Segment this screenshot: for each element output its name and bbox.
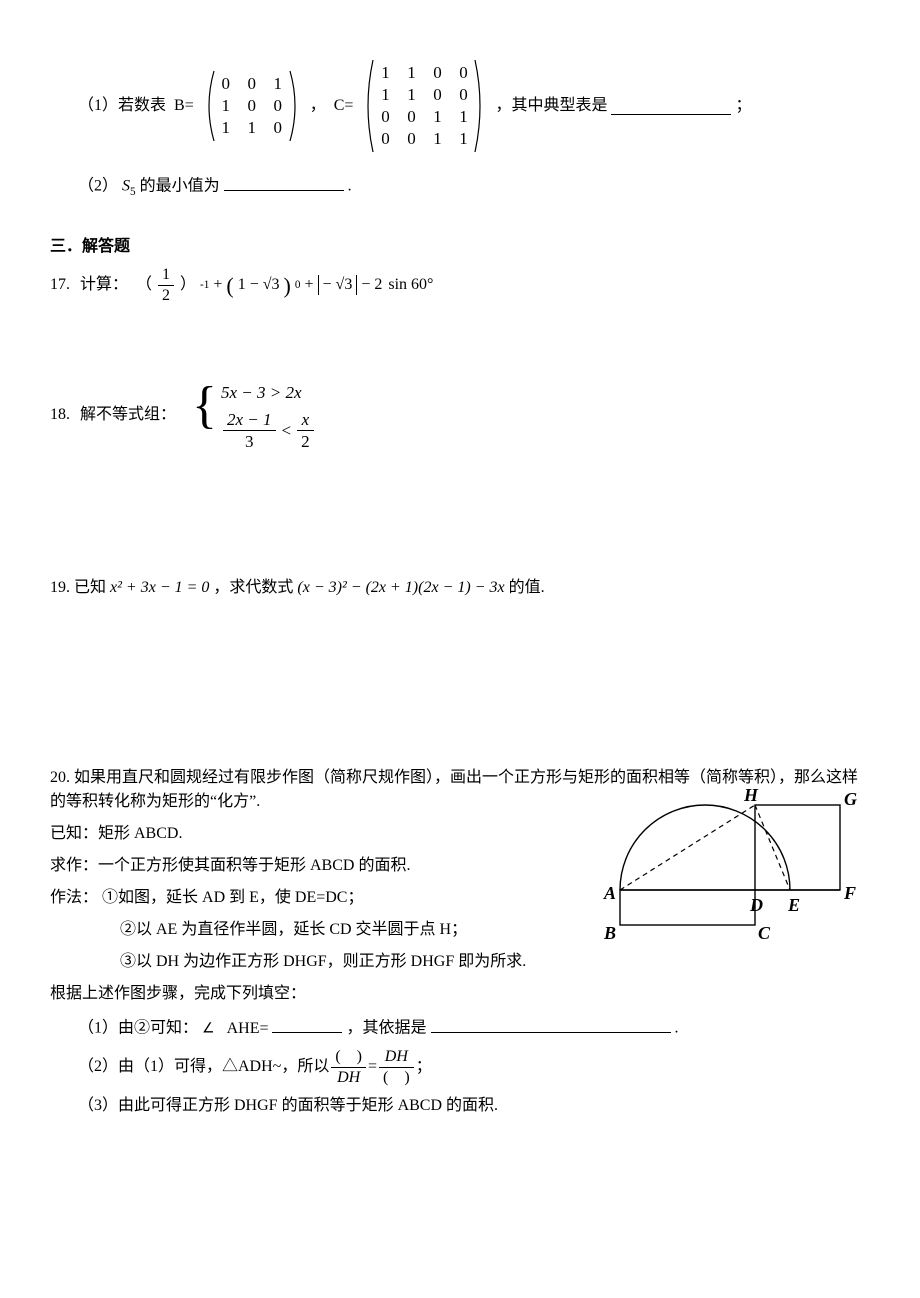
matrix-cell: 0: [379, 126, 391, 152]
fig-label-A: A: [604, 880, 616, 907]
left-brace-icon: {: [192, 380, 217, 451]
q20-m1: ①如图，延长 AD 到 E，使 DE=DC；: [102, 889, 363, 906]
q17-num: 17.: [50, 276, 70, 293]
q17-two: 2: [374, 273, 382, 297]
fig-label-D: D: [750, 892, 763, 919]
q17-expr: （ 1 2 ）-1 + ( 1 − √3 )0 + − √3 − 2 sin 6…: [136, 267, 433, 304]
q17-frac-half: 1 2: [158, 267, 174, 304]
q17-stem: 计算：: [80, 276, 128, 293]
q18-system: { 5x − 3 > 2x 2x − 1 3 < x 2: [192, 380, 316, 451]
q16-part2-tail: .: [348, 178, 352, 195]
matrix-cell: 0: [405, 126, 417, 152]
q16-C-label: C=: [334, 94, 354, 118]
q16-part1-blank[interactable]: [611, 97, 731, 116]
q20-m3: ③以 DH 为边作正方形 DHGF，则正方形 DHGF 即为所求.: [50, 950, 870, 974]
matrix-B: 001100110: [202, 69, 302, 143]
fig-label-F: F: [844, 880, 856, 907]
q20-block: 20. 如果用直尺和圆规经过有限步作图（简称尺规作图），画出一个正方形与矩形的面…: [50, 766, 870, 1118]
q17-lp: （: [136, 273, 152, 297]
q20-method-label: 作法：: [50, 889, 98, 906]
q17-sqrt3-a: √3: [263, 273, 280, 297]
q19-stem-a: 已知: [74, 579, 110, 596]
q16-part2-blank[interactable]: [224, 172, 344, 191]
q16-part1: （1）若数表 B= 001100110 ， C= 110011000011001…: [50, 58, 870, 154]
q17-sin60: sin 60°: [388, 273, 433, 297]
q20-figure: A B C D E F G H: [610, 780, 870, 950]
matrix-cell: 1: [431, 126, 443, 152]
q19-expr: (x − 3)² − (2x + 1)(2x − 1) − 3x: [297, 579, 504, 596]
q18: 18. 解不等式组： { 5x − 3 > 2x 2x − 1 3 < x 2: [50, 380, 870, 451]
matrix-cell: 1: [220, 115, 232, 141]
q17: 17. 计算： （ 1 2 ）-1 + ( 1 − √3 )0 + − √3 −…: [50, 267, 870, 304]
q19: 19. 已知 x² + 3x − 1 = 0 ，求代数式 (x − 3)² − …: [50, 576, 870, 600]
q17-plus1: +: [213, 273, 222, 297]
fig-label-H: H: [744, 782, 758, 809]
q16-part1-tail-a: ，其中典型表是: [495, 94, 607, 118]
q16-part1-tail-b: ；: [735, 94, 751, 118]
q18-stem: 解不等式组：: [80, 406, 176, 423]
fig-label-B: B: [604, 920, 616, 947]
q20-p2: （2）由（1）可得，△ADH~ ，所以 ( ) DH = DH ( ) ；: [50, 1049, 870, 1086]
q20-p2-frac1: ( ) DH: [331, 1049, 366, 1086]
q17-plus2: +: [304, 273, 313, 297]
fig-label-C: C: [758, 920, 770, 947]
fig-label-G: G: [844, 786, 857, 813]
q18-line1: 5x − 3 > 2x: [221, 380, 316, 406]
q17-paren-r: ): [284, 269, 291, 302]
q20-p2-frac2: DH ( ): [379, 1049, 414, 1086]
q16-part2-sub: 5: [130, 186, 136, 198]
q20-p1: （1）由②可知： ∠ AHE= ，其依据是 .: [50, 1014, 870, 1041]
q18-line2: 2x − 1 3 < x 2: [221, 411, 316, 450]
q20-p1-blank2[interactable]: [431, 1014, 671, 1033]
matrix-cell: 0: [272, 115, 284, 141]
q16-part2-var: S: [122, 178, 130, 195]
q20-follow: 根据上述作图步骤，完成下列填空：: [50, 982, 870, 1006]
matrix-cell: 1: [246, 115, 258, 141]
q16-part2: （2） S5 的最小值为 .: [50, 172, 870, 199]
q20-num: 20.: [50, 769, 70, 786]
q20-p1-blank1[interactable]: [272, 1014, 342, 1033]
q19-stem-c: 的值.: [509, 579, 545, 596]
q16-B-label: B=: [174, 94, 194, 118]
q18-num: 18.: [50, 406, 70, 423]
q16-part2-label: （2）: [78, 178, 118, 195]
q17-minus: −: [361, 273, 370, 297]
q17-inner-1: 1 −: [238, 273, 259, 297]
q19-stem-b: ，求代数式: [213, 579, 297, 596]
section-3-title: 三．解答题: [50, 235, 870, 259]
q19-num: 19.: [50, 579, 70, 596]
q17-rp: ）: [180, 273, 196, 297]
q16-part2-text: 的最小值为: [140, 178, 220, 195]
angle-icon: ∠: [202, 1020, 215, 1036]
q16-part1-label: （1）若数表: [78, 94, 166, 118]
q17-paren-l: (: [226, 269, 233, 302]
matrix-cell: 1: [457, 126, 469, 152]
q19-eq: x² + 3x − 1 = 0: [110, 579, 209, 596]
q20-p3: （3）由此可得正方形 DHGF 的面积等于矩形 ABCD 的面积.: [50, 1094, 870, 1118]
fig-label-E: E: [788, 892, 800, 919]
matrix-C: 1100110000110011: [361, 58, 487, 154]
q17-abs: − √3: [318, 275, 358, 296]
